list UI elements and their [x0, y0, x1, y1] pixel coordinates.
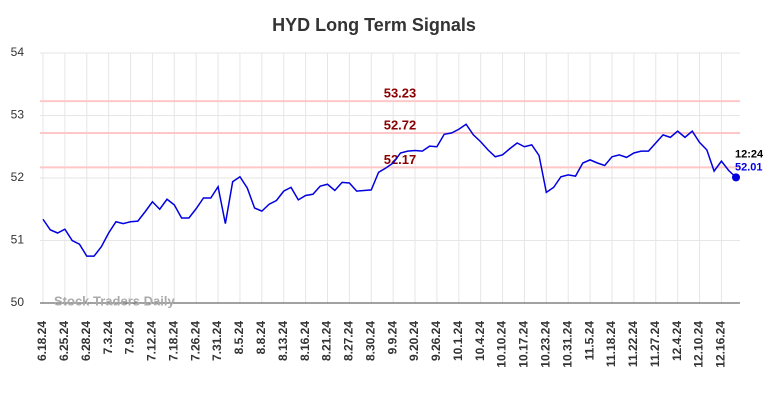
x-tick-label: 7.31.24 [210, 321, 224, 361]
x-tick-label: 8.8.24 [254, 321, 268, 355]
x-tick-label: 10.23.24 [539, 321, 553, 368]
last-value: 52.01 [735, 161, 763, 173]
x-tick-label: 6.18.24 [35, 321, 49, 361]
last-time: 12:24 [735, 148, 764, 160]
x-tick-label: 8.16.24 [298, 321, 312, 361]
x-tick-label: 10.1.24 [451, 321, 465, 361]
x-tick-label: 6.28.24 [79, 321, 93, 361]
x-tick-label: 11.18.24 [604, 321, 618, 367]
x-tick-label: 10.4.24 [473, 321, 487, 361]
y-tick-label: 50 [11, 295, 25, 309]
level-label: 53.23 [384, 86, 417, 101]
x-tick-label: 7.18.24 [166, 321, 180, 361]
y-tick-label: 52 [11, 170, 25, 184]
x-tick-label: 10.10.24 [495, 321, 509, 368]
x-tick-label: 11.27.24 [648, 321, 662, 367]
x-tick-label: 7.12.24 [145, 321, 159, 361]
level-label: 52.72 [384, 117, 417, 132]
x-tick-label: 10.17.24 [517, 321, 531, 368]
x-tick-label: 12.10.24 [692, 321, 706, 368]
price-line [42, 123, 737, 257]
x-tick-label: 10.31.24 [560, 321, 574, 368]
x-tick-label: 11.5.24 [582, 321, 596, 361]
x-tick-label: 9.26.24 [429, 321, 443, 361]
x-tick-label: 8.5.24 [232, 321, 246, 355]
x-tick-label: 6.25.24 [57, 321, 71, 361]
x-tick-label: 12.4.24 [670, 321, 684, 361]
x-tick-label: 11.22.24 [626, 321, 640, 367]
x-tick-label: 9.9.24 [385, 321, 399, 355]
x-tick-label: 8.27.24 [342, 321, 356, 361]
watermark: Stock Traders Daily [54, 293, 175, 308]
x-tick-label: 8.30.24 [363, 321, 377, 361]
x-tick-label: 7.26.24 [188, 321, 202, 361]
y-tick-label: 54 [11, 45, 25, 59]
x-tick-label: 8.21.24 [320, 321, 334, 361]
x-tick-label: 7.9.24 [123, 321, 137, 355]
last-point [732, 173, 740, 182]
x-tick-label: 9.20.24 [407, 321, 421, 361]
x-tick-label: 8.13.24 [276, 321, 290, 361]
y-tick-label: 51 [11, 233, 25, 247]
x-tick-label: 12.16.24 [714, 321, 728, 368]
y-tick-label: 53 [11, 108, 25, 122]
chart-title: HYD Long Term Signals [272, 15, 476, 35]
x-tick-label: 7.3.24 [101, 321, 115, 355]
